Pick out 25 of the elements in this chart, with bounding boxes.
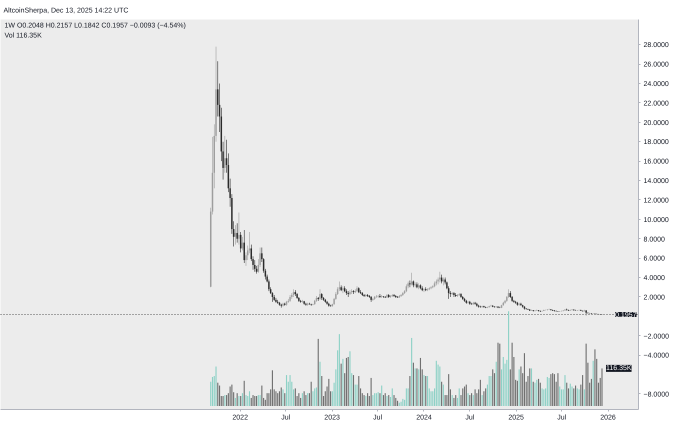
candlestick <box>410 272 412 286</box>
candlestick <box>254 260 256 272</box>
candlestick <box>490 304 492 307</box>
candlestick <box>393 294 395 298</box>
candlestick <box>319 288 321 300</box>
candlestick <box>236 222 238 243</box>
candlestick <box>448 286 450 300</box>
candlestick <box>349 290 351 296</box>
candlestick <box>238 212 240 245</box>
candlestick <box>456 294 458 298</box>
candlestick <box>234 224 236 245</box>
candlestick <box>360 290 362 294</box>
candlestick <box>423 288 425 292</box>
candlestick <box>426 288 428 292</box>
candlestick <box>243 230 245 264</box>
candlestick <box>467 300 469 304</box>
candlestick <box>242 236 244 251</box>
candlestick <box>354 288 356 294</box>
candlestick <box>390 294 392 298</box>
candlestick <box>363 294 365 298</box>
candlestick <box>424 286 427 292</box>
candlestick <box>346 288 348 296</box>
candlestick <box>382 296 384 298</box>
candlestick <box>240 232 242 253</box>
candlestick <box>292 288 294 298</box>
